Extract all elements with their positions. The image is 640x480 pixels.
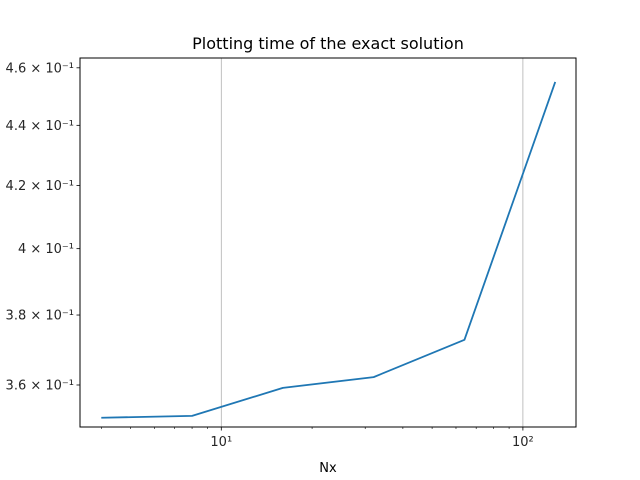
series-line xyxy=(101,81,557,419)
series-layer xyxy=(101,81,557,419)
tick-layer: 10¹ 10² 3.6 × 10⁻¹ 3.8 × 10⁻¹ 4 × 10⁻¹ 4.2 × … xyxy=(6,61,534,450)
y-tick-label: 3.6 × 10⁻¹ xyxy=(6,378,74,393)
x-axis-label: Nx xyxy=(319,461,337,476)
y-tick-label: 3.8 × 10⁻¹ xyxy=(6,309,74,324)
x-tick-label: 10² xyxy=(512,435,534,450)
x-tick-label: 10¹ xyxy=(210,435,232,450)
grid-layer xyxy=(220,58,524,427)
y-tick-label: 4.4 × 10⁻¹ xyxy=(6,119,74,134)
y-tick-label: 4.2 × 10⁻¹ xyxy=(6,179,74,194)
plot-area-frame xyxy=(79,57,577,428)
y-tick-label: 4.6 × 10⁻¹ xyxy=(6,61,74,76)
y-tick-label: 4 × 10⁻¹ xyxy=(18,242,74,257)
chart-title: Plotting time of the exact solution xyxy=(192,34,464,53)
